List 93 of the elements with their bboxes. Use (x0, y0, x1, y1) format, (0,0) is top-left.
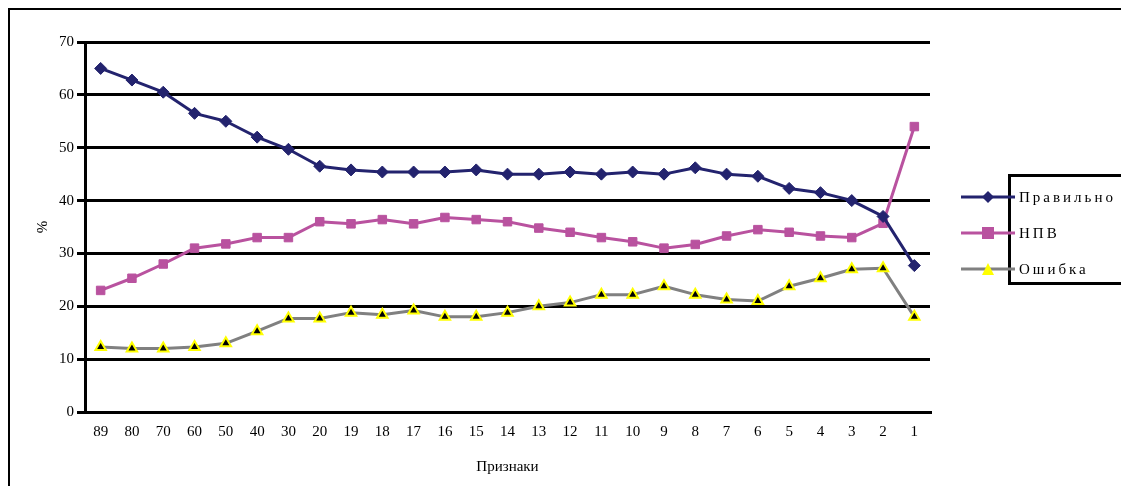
point (471, 214, 481, 225)
point (534, 223, 544, 233)
y-tick-label: 10 (59, 350, 74, 367)
x-tick-label: 16 (437, 422, 453, 439)
x-tick-label: 12 (562, 422, 578, 439)
point (408, 219, 419, 229)
x-tick-label: 4 (816, 422, 825, 439)
point (314, 216, 325, 227)
y-tick-label: 20 (59, 297, 74, 314)
point (813, 186, 827, 200)
x-tick-label: 50 (218, 422, 234, 439)
point (532, 167, 546, 181)
point (407, 165, 421, 179)
x-tick-label: 13 (531, 422, 547, 439)
x-tick-label: 70 (155, 422, 171, 439)
x-tick-label: 30 (280, 422, 296, 439)
point (221, 239, 231, 249)
point (784, 227, 794, 238)
point (219, 114, 233, 128)
point (845, 194, 859, 208)
point (782, 181, 796, 195)
point (876, 209, 890, 223)
x-tick-label: 6 (754, 422, 763, 439)
point (596, 232, 607, 243)
y-axis-title: % (33, 220, 50, 234)
x-tick-label: 1 (910, 422, 919, 439)
point (283, 232, 294, 243)
point (690, 239, 701, 250)
x-tick-label: 20 (312, 422, 328, 439)
y-tick-label: 30 (59, 244, 74, 261)
point (469, 163, 483, 177)
point (313, 159, 327, 173)
point (751, 169, 765, 183)
x-tick-label: 17 (406, 422, 422, 439)
x-tick-label: 7 (722, 422, 731, 439)
point (188, 106, 202, 120)
x-tick-label: 10 (625, 422, 641, 439)
point (281, 142, 295, 156)
point (158, 259, 168, 269)
point (753, 224, 763, 235)
x-tick-label: 11 (594, 422, 609, 439)
point (250, 130, 264, 144)
point (659, 243, 669, 253)
x-tick-label: 80 (124, 422, 140, 439)
point (909, 121, 920, 132)
point (375, 165, 389, 179)
point (594, 167, 608, 181)
point (907, 259, 921, 273)
x-tick-label: 14 (500, 422, 516, 439)
point (847, 232, 857, 243)
point (344, 163, 358, 177)
point (252, 232, 262, 243)
point (627, 237, 638, 247)
y-tick-label: 60 (59, 85, 74, 102)
legend-label: Ошибка (1019, 260, 1089, 278)
x-tick-label: 5 (785, 422, 793, 439)
point (720, 167, 734, 181)
point (657, 167, 671, 181)
point (563, 165, 577, 179)
y-tick-label: 40 (59, 191, 74, 208)
y-tick-label: 50 (59, 138, 74, 155)
point (125, 73, 139, 87)
point (815, 231, 826, 241)
point (377, 214, 388, 225)
point (189, 243, 200, 253)
legend-label: Правильно (1019, 188, 1116, 206)
x-tick-label: 15 (468, 422, 484, 439)
y-tick-label: 70 (59, 32, 74, 49)
x-tick-label: 19 (343, 422, 359, 439)
point (95, 285, 106, 296)
point (94, 61, 108, 75)
point (127, 273, 137, 284)
x-tick-label: 8 (691, 422, 700, 439)
point (438, 165, 452, 179)
x-tick-label: 60 (187, 422, 203, 439)
x-tick-label: 40 (249, 422, 265, 439)
point (721, 231, 732, 241)
point (626, 165, 640, 179)
x-tick-label: 2 (879, 422, 887, 439)
x-axis-title: Признаки (476, 457, 539, 474)
point (501, 167, 514, 181)
point (688, 161, 702, 175)
x-tick-label: 18 (374, 422, 390, 439)
y-tick-label: 0 (66, 402, 74, 419)
x-tick-label: 9 (660, 422, 668, 439)
point (565, 227, 575, 238)
x-tick-label: 3 (848, 422, 856, 439)
point (346, 219, 356, 229)
point (440, 212, 450, 223)
point (502, 216, 513, 227)
legend-label: НПВ (1019, 224, 1060, 242)
x-tick-label: 89 (93, 422, 109, 439)
point (156, 85, 170, 99)
